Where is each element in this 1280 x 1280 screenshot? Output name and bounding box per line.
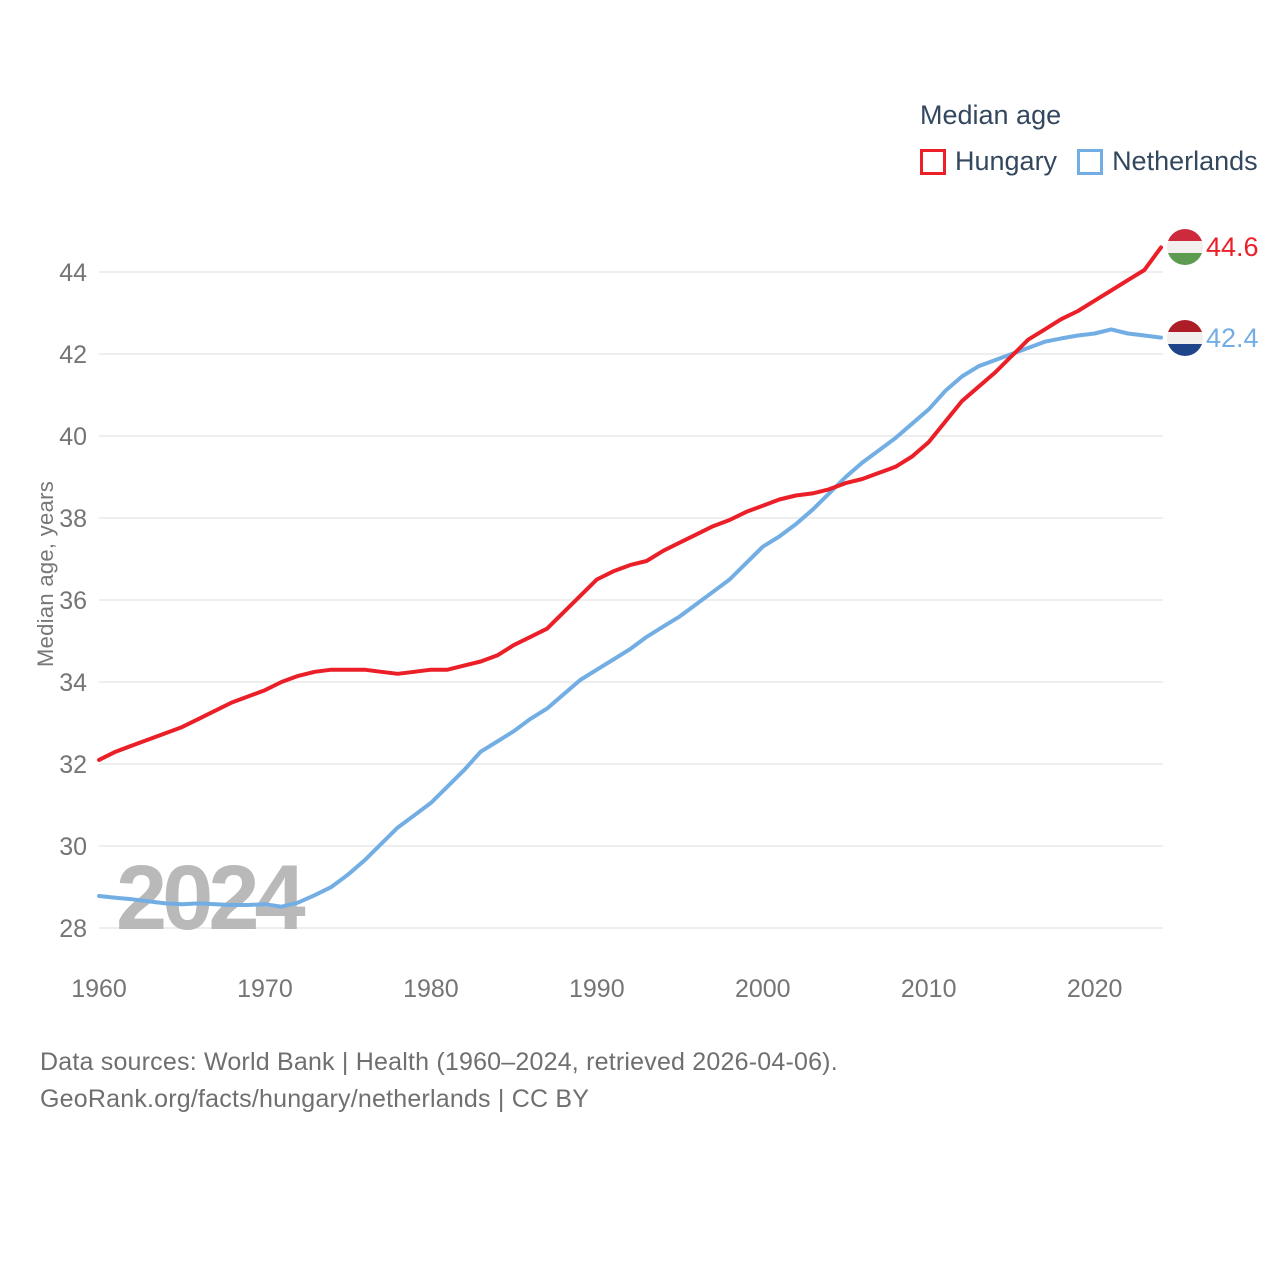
netherlands-end-value: 42.4 (1206, 322, 1259, 353)
hungary-end-value: 44.6 (1206, 232, 1259, 263)
x-axis-tick-label: 2020 (1067, 975, 1123, 1003)
flag-stripe (1167, 331, 1203, 344)
x-axis-tick-label: 2010 (901, 975, 957, 1003)
flag-stripe (1167, 343, 1203, 356)
legend-label-netherlands: Netherlands (1112, 146, 1258, 176)
legend-item-netherlands[interactable]: Netherlands (1077, 146, 1258, 177)
y-axis-tick-label: 30 (59, 833, 87, 861)
y-axis-tick-label: 32 (59, 751, 87, 779)
y-axis-title: Median age, years (33, 480, 58, 668)
x-axis-tick-label: 1970 (237, 975, 293, 1003)
y-axis-tick-label: 36 (59, 587, 87, 615)
flag-stripe (1167, 229, 1203, 242)
x-axis-tick-label: 2000 (735, 975, 791, 1003)
series-line-netherlands (97, 327, 1163, 909)
legend: Median age Hungary Netherlands (920, 100, 1258, 177)
y-axis-tick-label: 40 (59, 423, 87, 451)
legend-item-hungary[interactable]: Hungary (920, 146, 1057, 177)
watermark-year: 2024 (116, 847, 305, 949)
legend-title: Median age (920, 100, 1062, 130)
y-axis-tick-label: 28 (59, 915, 87, 943)
x-axis-tick-label: 1990 (569, 975, 625, 1003)
legend-items: Hungary Netherlands (920, 146, 1258, 177)
legend-label-hungary: Hungary (955, 146, 1058, 176)
flag-stripe (1167, 319, 1203, 332)
x-axis-tick-label: 1960 (71, 975, 127, 1003)
flag-stripe (1167, 241, 1203, 254)
y-axis-tick-label: 44 (59, 259, 87, 287)
hungary-flag-icon (1167, 229, 1203, 266)
footer-attribution-line: GeoRank.org/facts/hungary/netherlands | … (40, 1085, 590, 1113)
footer: Data sources: World Bank | Health (1960–… (40, 1044, 838, 1118)
flag-stripe (1167, 253, 1203, 266)
series-line-hungary (97, 245, 1163, 762)
y-axis-tick-label: 34 (59, 669, 87, 697)
x-axis-tick-label: 1980 (403, 975, 459, 1003)
netherlands-flag-icon (1167, 319, 1203, 356)
footer-sources-line: Data sources: World Bank | Health (1960–… (40, 1048, 838, 1076)
netherlands-swatch-icon (1077, 148, 1104, 175)
hungary-swatch-icon (920, 148, 946, 175)
y-axis-tick-label: 38 (59, 505, 87, 533)
y-axis-tick-label: 42 (59, 341, 87, 369)
